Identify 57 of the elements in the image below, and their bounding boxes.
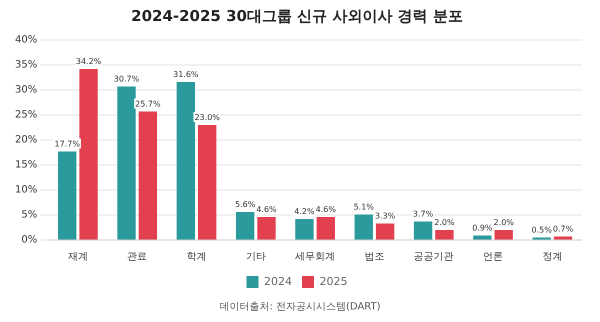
x-tick-label: 정계 (542, 252, 562, 263)
y-tick-label: 15% (14, 160, 38, 171)
text: 데이터출처: 전자공시시스템(DART) (219, 302, 381, 313)
bar (58, 152, 76, 240)
y-tick-label: 0% (21, 234, 38, 246)
data-label: 3.3% (374, 212, 396, 221)
legend-label: 2025 (320, 274, 348, 288)
y-tick-label: 35% (14, 60, 38, 71)
x-tick-label: 법조 (364, 252, 384, 263)
data-label: 4.2% (294, 207, 315, 216)
bar (435, 230, 454, 240)
bar (295, 219, 314, 240)
data-label: 0.7% (552, 224, 574, 234)
data-label: 17.7% (54, 140, 80, 149)
bar (176, 82, 196, 240)
data-label: 30.7% (114, 74, 140, 84)
y-tick-label: 5% (21, 210, 38, 221)
x-tick-label: 세무회계 (295, 252, 336, 263)
bar (138, 112, 158, 240)
bar (473, 236, 492, 240)
legend-label: 2024 (264, 274, 292, 288)
bar (316, 217, 335, 240)
data-label: 4.6% (316, 205, 336, 214)
x-tick-label: 학계 (186, 252, 206, 263)
bar (354, 214, 373, 240)
data-label: 25.7% (135, 100, 161, 109)
bar (414, 222, 432, 240)
data-label: 31.6% (173, 70, 199, 80)
bar (554, 236, 572, 240)
bar (236, 212, 254, 240)
data-label: 0.9% (472, 224, 493, 233)
chart-title: 2024-2025 30대그룹 신규 사외이사 경력 분포 (131, 6, 463, 25)
x-tick-label: 언론 (483, 252, 504, 263)
y-tick-label: 25% (14, 110, 38, 121)
x-tick-label: 관료 (127, 252, 148, 263)
data-label: 23.0% (194, 113, 220, 122)
data-label: 3.7% (412, 210, 434, 219)
x-tick-label: 기타 (246, 252, 266, 263)
bar (257, 217, 276, 240)
bar (198, 125, 216, 240)
data-label: 0.5% (532, 226, 552, 235)
x-tick-label: 재계 (68, 252, 88, 263)
y-tick-label: 40% (14, 34, 38, 46)
bar (494, 230, 513, 240)
data-label: 34.2% (76, 57, 102, 66)
y-tick-label: 30% (14, 84, 38, 96)
data-label: 5.6% (234, 200, 256, 210)
data-label: 4.6% (256, 205, 278, 214)
y-tick-label: 20% (14, 134, 38, 146)
bar (117, 86, 136, 240)
x-tick-label: 공공기관 (414, 252, 454, 263)
data-label: 5.1% (354, 202, 374, 212)
y-tick-label: 10% (14, 184, 38, 196)
bar (376, 224, 394, 240)
bar (79, 69, 98, 240)
data-label: 2.0% (434, 218, 455, 228)
data-label: 2.0% (494, 218, 514, 228)
